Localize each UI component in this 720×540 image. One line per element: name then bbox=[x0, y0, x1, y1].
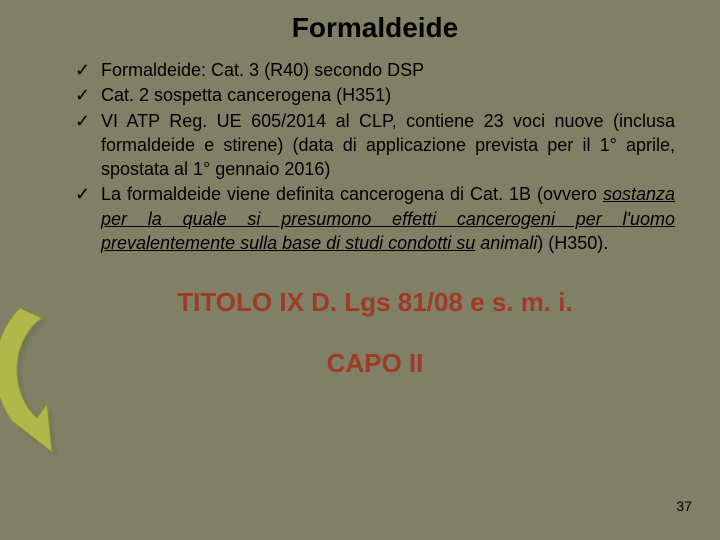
bullet-suffix: ) (H350). bbox=[537, 233, 608, 253]
slide-title: Formaldeide bbox=[75, 12, 675, 44]
list-item: ✓ Formaldeide: Cat. 3 (R40) secondo DSP bbox=[75, 58, 675, 82]
list-item: ✓ La formaldeide viene definita cancerog… bbox=[75, 182, 675, 255]
bullet-emph-tail: animali bbox=[475, 233, 537, 253]
list-item: ✓ Cat. 2 sospetta cancerogena (H351) bbox=[75, 83, 675, 107]
page-number: 37 bbox=[676, 498, 692, 514]
check-icon: ✓ bbox=[75, 182, 90, 206]
check-icon: ✓ bbox=[75, 58, 90, 82]
section-heading-2: CAPO II bbox=[75, 348, 675, 379]
bullet-text: Cat. 2 sospetta cancerogena (H351) bbox=[101, 85, 391, 105]
bullet-text: VI ATP Reg. UE 605/2014 al CLP, contiene… bbox=[101, 111, 675, 180]
slide-content: Formaldeide ✓ Formaldeide: Cat. 3 (R40) … bbox=[75, 12, 675, 379]
bullet-prefix: La formaldeide viene definita cancerogen… bbox=[101, 184, 603, 204]
section-heading-1: TITOLO IX D. Lgs 81/08 e s. m. i. bbox=[75, 287, 675, 318]
bullet-text: La formaldeide viene definita cancerogen… bbox=[101, 184, 675, 253]
list-item: ✓ VI ATP Reg. UE 605/2014 al CLP, contie… bbox=[75, 109, 675, 182]
bullet-text: Formaldeide: Cat. 3 (R40) secondo DSP bbox=[101, 60, 424, 80]
bullet-list: ✓ Formaldeide: Cat. 3 (R40) secondo DSP … bbox=[75, 58, 675, 255]
check-icon: ✓ bbox=[75, 109, 90, 133]
check-icon: ✓ bbox=[75, 83, 90, 107]
